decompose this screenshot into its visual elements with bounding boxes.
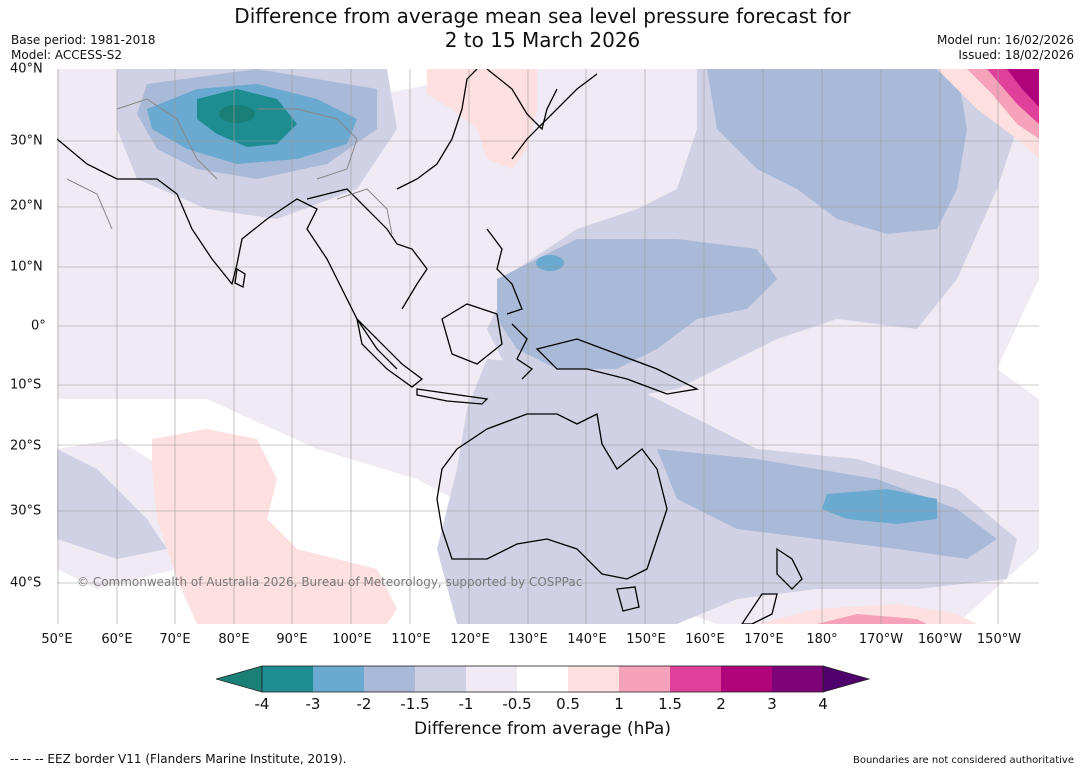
anomaly-neg-4 [219,105,255,123]
lat-label-20n: 20°N [10,198,43,214]
lon-label-110e: 110°E [391,632,431,647]
map-svg: © Commonwealth of Australia 2026, Bureau… [57,69,1039,624]
cbar-tick-neg1-5: -1.5 [400,695,430,713]
cbar-tick-neg3: -3 [305,695,321,713]
meta-left: Base period: 1981-2018 Model: ACCESS-S2 [11,33,156,63]
colorbar-segment [721,666,772,692]
lon-label-80e: 80°E [218,632,250,647]
colorbar-segment [772,666,823,692]
colorbar [214,664,871,694]
eez-legend: -- -- -- EEZ border V11 (Flanders Marine… [10,752,347,766]
lon-label-130e: 130°E [508,632,548,647]
lon-label-50e: 50°E [41,632,73,647]
cbar-tick-neg0-5: -0.5 [502,695,532,713]
colorbar-svg [214,665,871,693]
lon-label-150e: 150°E [626,632,666,647]
colorbar-arrow-min [214,665,263,693]
lat-label-equator: 0° [31,318,46,334]
colorbar-segment [670,666,721,692]
meta-right: Model run: 16/02/2026 Issued: 18/02/2026 [937,33,1074,63]
anomaly-pos-2 [1007,69,1039,107]
colorbar-segment [466,666,517,692]
lon-label-170w: 170°W [858,632,904,647]
cbar-tick-neg1: -1 [458,695,474,713]
country-borders [66,98,393,235]
colorbar-segment [262,666,313,692]
boundaries-disclaimer: Boundaries are not considered authoritat… [852,755,1074,766]
cbar-tick-0-5: 0.5 [556,695,580,713]
cbar-tick-1-5: 1.5 [658,695,682,713]
map-title: Difference from average mean sea level p… [0,4,1085,52]
colorbar-label: Difference from average (hPa) [414,719,671,739]
graticule [57,69,1039,624]
copyright-text: © Commonwealth of Australia 2026, Bureau… [77,575,582,589]
lat-label-40n: 40°N [10,61,43,77]
lon-label-150w: 150°W [976,632,1022,647]
model-name: Model: ACCESS-S2 [11,48,123,62]
lon-label-180: 180° [806,632,838,647]
lon-label-160e: 160°E [685,632,725,647]
coastlines [57,69,803,624]
colorbar-segment [415,666,466,692]
lon-label-70e: 70°E [159,632,191,647]
colorbar-segment [619,666,670,692]
cbar-tick-3: 3 [767,695,777,713]
forecast-map: © Commonwealth of Australia 2026, Bureau… [57,69,1039,624]
lon-label-90e: 90°E [276,632,308,647]
cbar-tick-4: 4 [818,695,828,713]
colorbar-segment [313,666,364,692]
lat-label-20s: 20°S [10,438,42,454]
colorbar-segment [568,666,619,692]
lat-label-10s: 10°S [10,377,42,393]
colorbar-segment [364,666,415,692]
lon-label-170e: 170°E [744,632,784,647]
lon-label-120e: 120°E [450,632,490,647]
cbar-tick-neg4: -4 [254,695,270,713]
cbar-tick-2: 2 [716,695,726,713]
lat-label-30n: 30°N [10,133,43,149]
lat-label-10n: 10°N [10,259,43,275]
issued-date: Issued: 18/02/2026 [958,48,1074,62]
title-line-2: 2 to 15 March 2026 [444,28,641,52]
base-period: Base period: 1981-2018 [11,33,156,47]
colorbar-border [261,665,824,693]
lon-label-60e: 60°E [101,632,133,647]
lat-label-40s: 40°S [10,575,42,591]
title-line-1: Difference from average mean sea level p… [234,4,851,28]
model-run: Model run: 16/02/2026 [936,33,1074,47]
cbar-tick-neg2: -2 [356,695,372,713]
lat-label-30s: 30°S [10,503,42,519]
lon-label-160w: 160°W [917,632,963,647]
lon-label-140e: 140°E [567,632,607,647]
colorbar-segment [517,666,568,692]
colorbar-arrow-max [822,665,871,693]
cbar-tick-1: 1 [614,695,624,713]
lon-label-100e: 100°E [332,632,372,647]
